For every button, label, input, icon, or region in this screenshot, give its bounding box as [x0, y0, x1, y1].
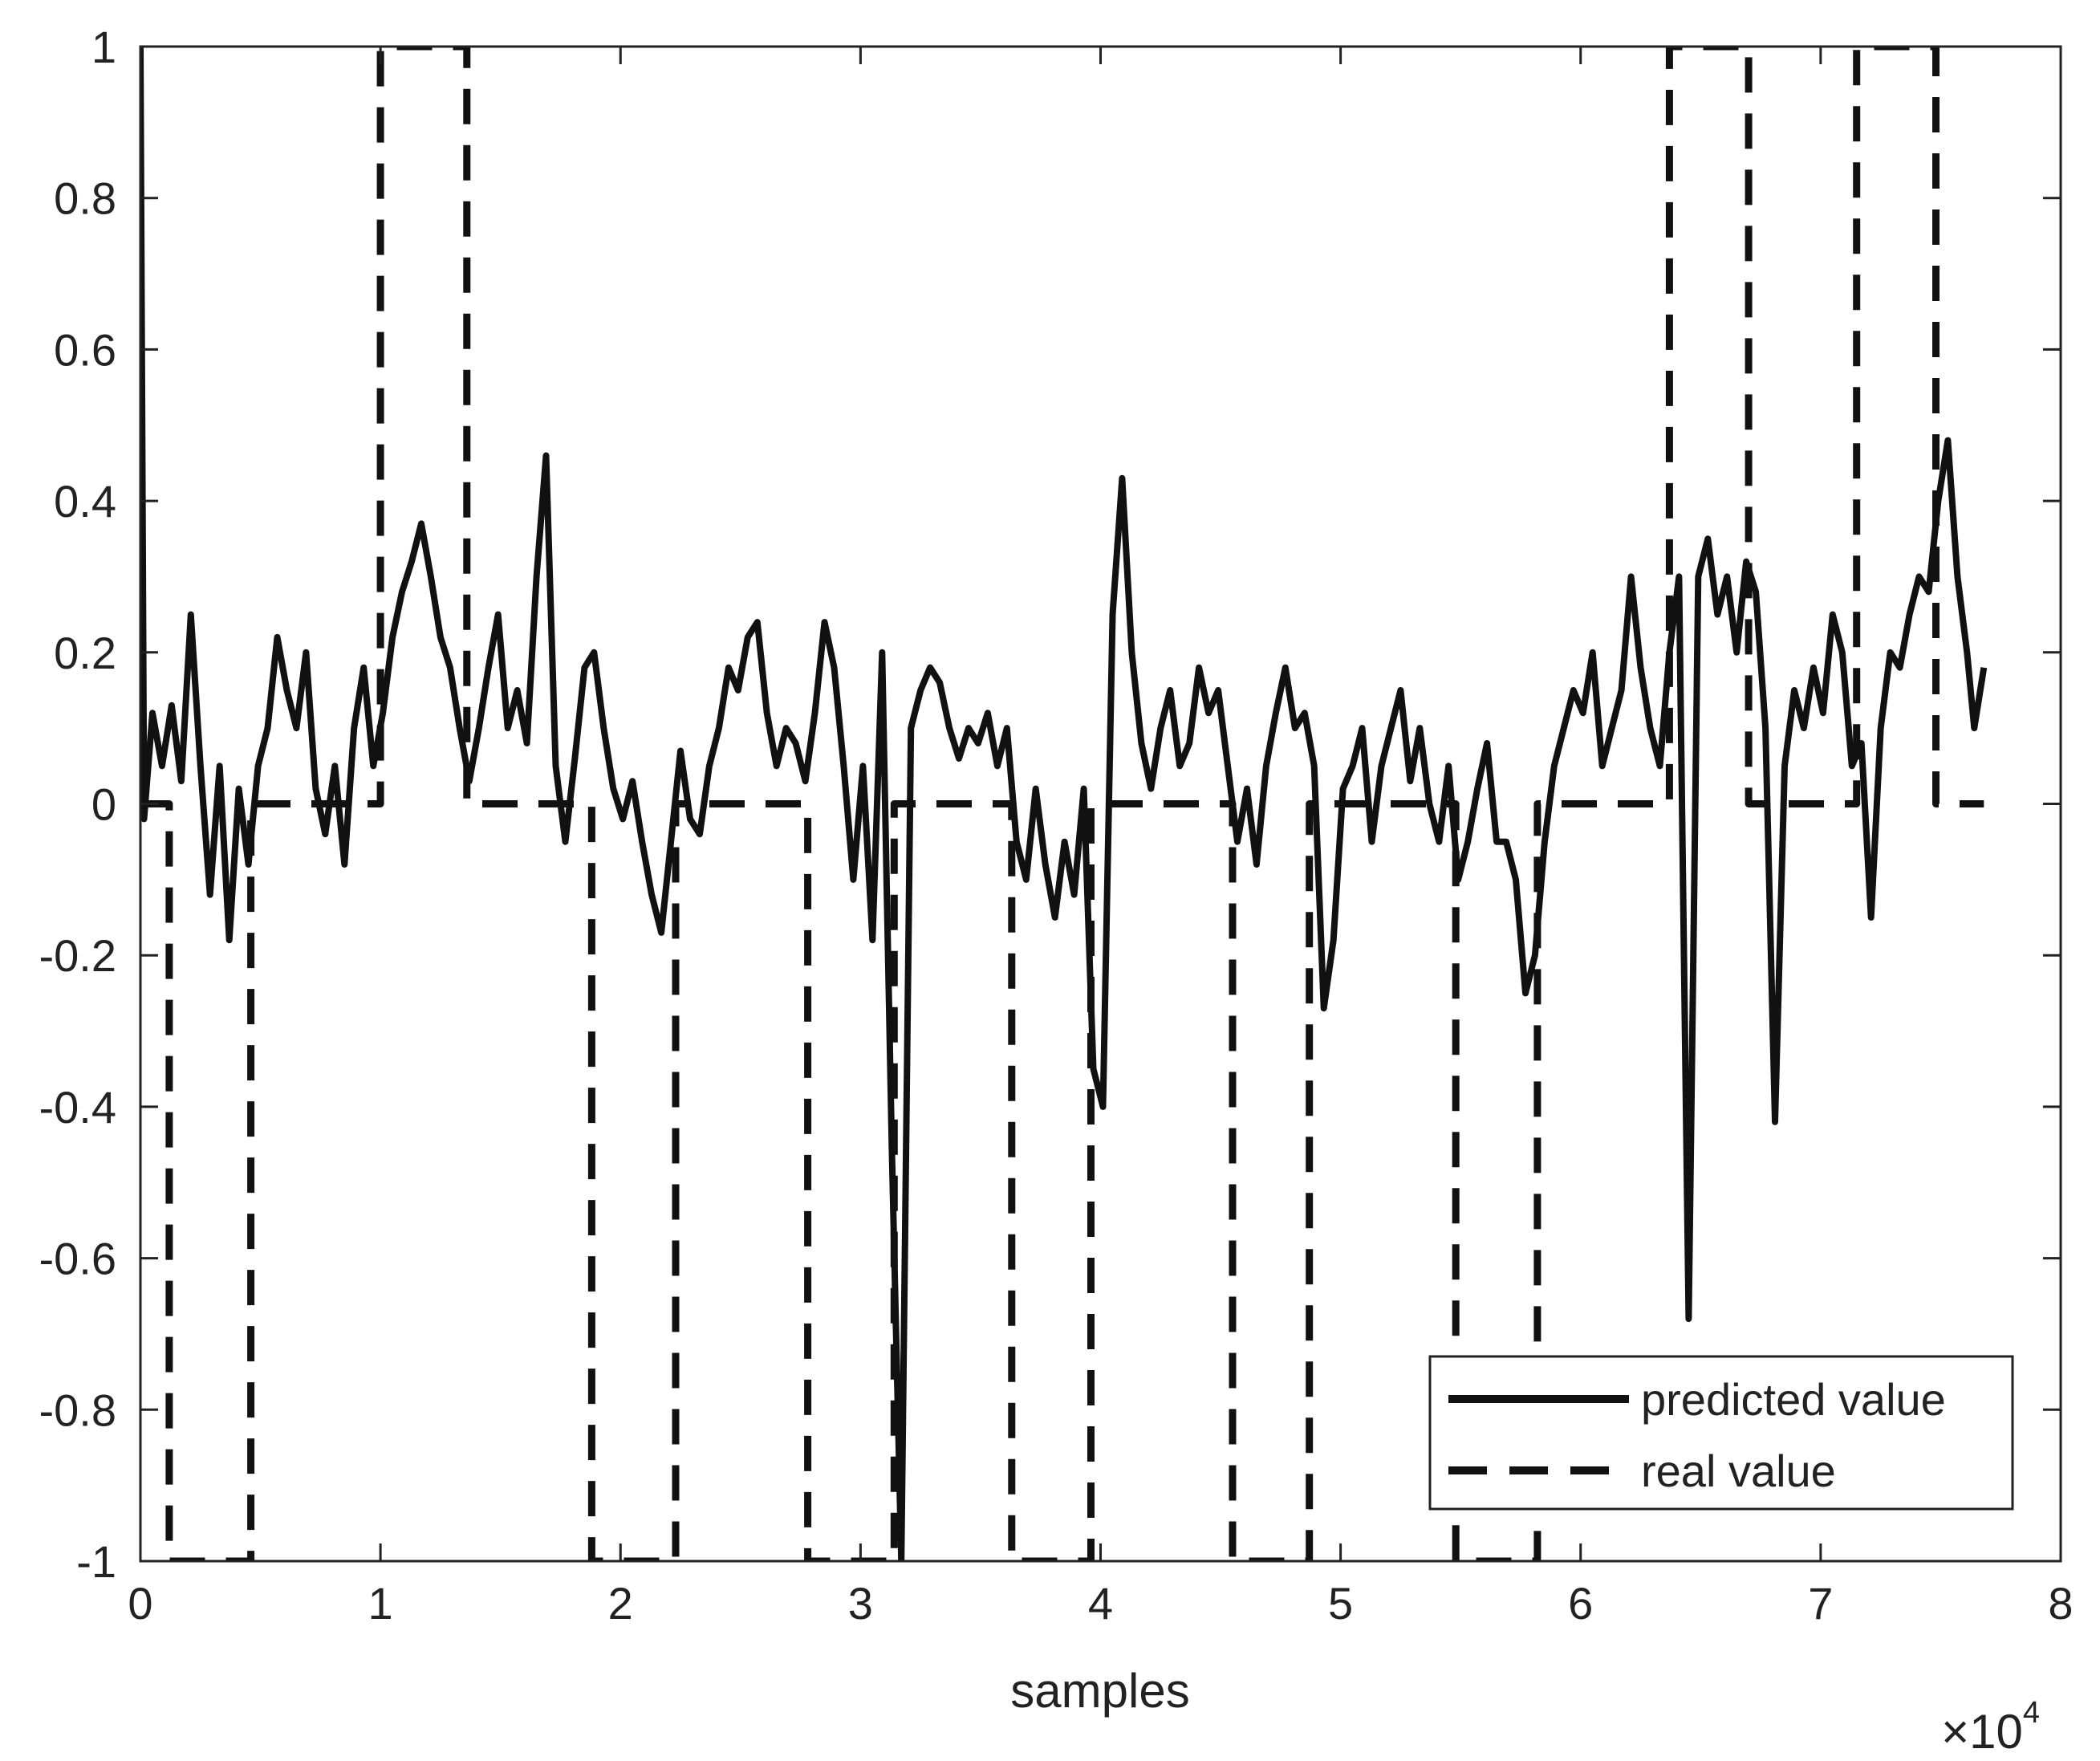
legend-label-predicted: predicted value — [1641, 1374, 1946, 1425]
y-tick-label: 1 — [91, 22, 116, 72]
y-tick-label: 0 — [91, 779, 116, 830]
series-layer — [140, 47, 1988, 1561]
y-tick-label: 0.4 — [54, 476, 116, 527]
legend: predicted value real value — [1428, 1355, 2014, 1511]
y-tick-label: -0.8 — [39, 1385, 117, 1435]
y-tick-label: -0.6 — [39, 1234, 117, 1284]
y-tick-label: -0.2 — [39, 930, 117, 981]
series-line-predicted-value — [140, 47, 1988, 1561]
x-tick-label: 5 — [1328, 1578, 1353, 1629]
y-tick-label: 0.2 — [54, 628, 116, 678]
y-tick-label: 0.6 — [54, 324, 116, 375]
x-tick-label: 3 — [848, 1578, 873, 1629]
x-axis-exponent: ×104 — [1941, 1696, 2040, 1759]
legend-box — [1428, 1355, 2014, 1511]
x-tick-label: 7 — [1808, 1578, 1833, 1629]
ticks-layer: 0 1 2 3 4 5 6 7 8 -1 -0.8 -0.6 -0.4 -0.2 0 0.2 0.4 0.6 0.8… — [39, 22, 2074, 1629]
legend-label-real: real value — [1641, 1446, 1836, 1496]
x-tick-label: 1 — [368, 1578, 393, 1629]
y-tick-label: 0.8 — [54, 173, 116, 224]
x-tick-label: 6 — [1568, 1578, 1593, 1629]
x-tick-label: 0 — [128, 1578, 152, 1629]
y-tick-label: -1 — [76, 1536, 116, 1587]
y-tick-label: -0.4 — [39, 1082, 117, 1133]
x-axis-exponent-power: 4 — [2023, 1696, 2040, 1730]
x-tick-label: 8 — [2048, 1578, 2073, 1629]
x-tick-label: 4 — [1088, 1578, 1113, 1629]
x-tick-label: 2 — [608, 1578, 633, 1629]
x-axis-title: samples — [1010, 1664, 1189, 1718]
x-axis-exponent-base: ×10 — [1941, 1705, 2023, 1759]
